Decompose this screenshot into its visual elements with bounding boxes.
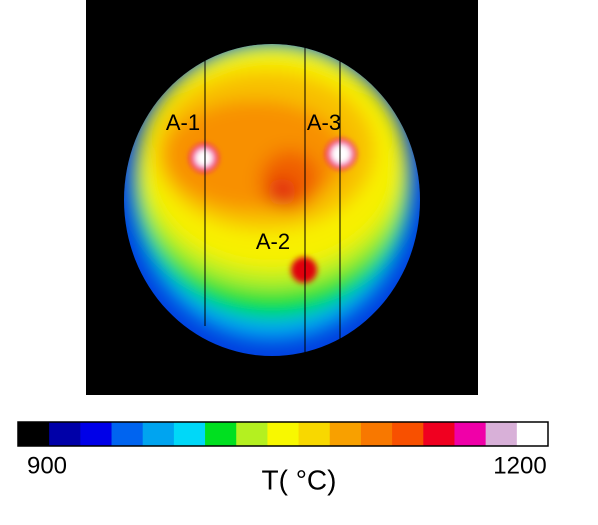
point-label: A-2 <box>256 229 290 254</box>
colorbar-swatch <box>49 422 81 446</box>
colorbar-swatch <box>173 422 206 446</box>
hot-spots <box>190 139 356 283</box>
colorbar-swatch <box>360 422 393 446</box>
point-label: A-1 <box>166 110 200 135</box>
thermal-image: A-1 A-3 A-2 <box>86 0 478 395</box>
heat-map <box>132 44 412 340</box>
colorbar-max-label: 1200 <box>493 452 546 479</box>
colorbar-swatch <box>267 422 300 446</box>
colorbar-swatch <box>111 422 144 446</box>
colorbar-swatch <box>423 422 455 446</box>
colorbar-swatch <box>329 422 362 446</box>
colorbar-frame <box>17 421 549 447</box>
colorbar-swatch <box>485 422 518 446</box>
colorbar-swatch <box>392 422 424 446</box>
colorbar <box>18 422 549 446</box>
colorbar-title: T( °C) <box>262 464 337 495</box>
colorbar-swatch <box>298 422 331 446</box>
colorbar-swatch <box>236 422 268 446</box>
colorbar-swatch <box>80 422 113 446</box>
colorbar-swatch <box>454 422 487 446</box>
colorbar-swatch <box>205 422 237 446</box>
colorbar-min-label: 900 <box>27 452 67 479</box>
colorbar-swatch <box>18 422 50 446</box>
point-label: A-3 <box>307 110 341 135</box>
colorbar-swatch <box>516 422 549 446</box>
colorbar-swatch <box>142 422 175 446</box>
